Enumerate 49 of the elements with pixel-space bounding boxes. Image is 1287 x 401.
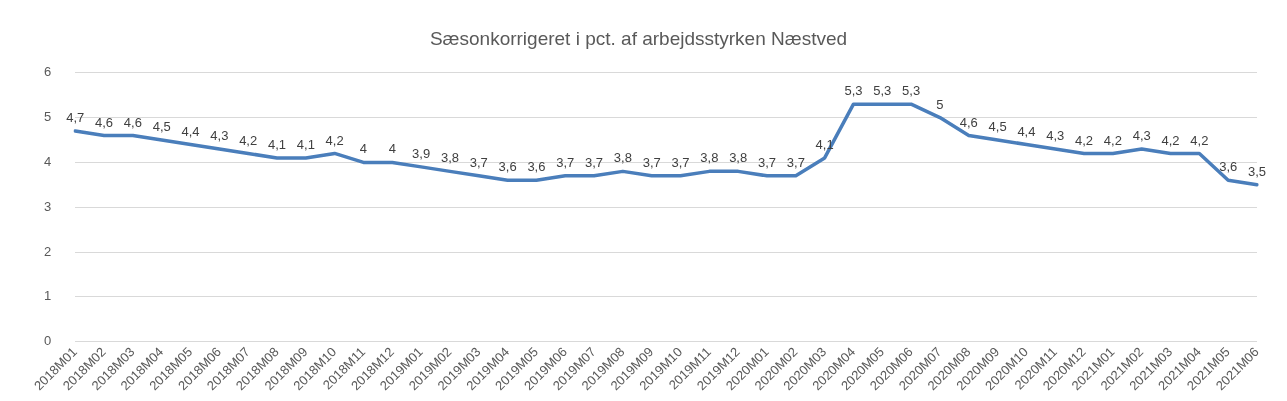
- y-tick-label: 0: [44, 333, 52, 349]
- text: 4,6: [959, 114, 978, 130]
- text: 3,7: [556, 154, 575, 170]
- text: 4,4: [181, 123, 200, 139]
- text: 3,7: [671, 154, 690, 170]
- text: 4,5: [988, 119, 1007, 135]
- text: 5,3: [844, 83, 863, 99]
- text: 3,8: [440, 150, 459, 166]
- chart-title: Sæsonkorrigeret i pct. af arbejdsstyrken Næstved: [429, 27, 848, 49]
- text: 4,2: [1190, 132, 1209, 148]
- text: 4,1: [296, 137, 315, 153]
- text: 3,8: [700, 150, 719, 166]
- text: 3,6: [1219, 159, 1238, 175]
- y-tick-label: 6: [44, 64, 52, 80]
- text: 3,9: [412, 145, 431, 161]
- text: 4,3: [1132, 128, 1151, 144]
- text: 3,7: [469, 154, 488, 170]
- text: 4,1: [267, 137, 287, 153]
- text: 3,6: [527, 159, 546, 175]
- text: 4,2: [239, 132, 258, 148]
- text: 3,7: [585, 154, 604, 170]
- text: 4,7: [66, 110, 85, 126]
- y-tick-label: 1: [44, 288, 52, 304]
- text: 5,3: [873, 83, 892, 99]
- text: 5: [936, 96, 944, 112]
- text: 4,3: [1046, 128, 1065, 144]
- y-tick-label: 3: [44, 198, 52, 214]
- text: 3,5: [1247, 163, 1267, 179]
- text: 4: [388, 141, 396, 157]
- text: 5,3: [902, 83, 921, 99]
- text: 4,5: [152, 119, 171, 135]
- y-tick-label: 4: [44, 153, 52, 169]
- text: 4,6: [95, 114, 114, 130]
- text: 4,6: [123, 114, 142, 130]
- text: 3,8: [613, 150, 632, 166]
- text: 3,7: [757, 154, 777, 170]
- y-tick-label: 5: [44, 109, 52, 125]
- text: 3,7: [786, 154, 805, 170]
- text: 4,2: [1161, 132, 1180, 148]
- text: 3,8: [729, 150, 748, 166]
- y-tick-label: 2: [44, 243, 52, 259]
- text: 4: [359, 141, 368, 157]
- text: 4,4: [1017, 123, 1036, 139]
- text: 4,2: [1103, 132, 1122, 148]
- text: 4,3: [210, 128, 229, 144]
- text: 3,6: [498, 159, 517, 175]
- text: 3,7: [642, 154, 661, 170]
- text: 4,2: [325, 132, 344, 148]
- text: 4,2: [1075, 132, 1094, 148]
